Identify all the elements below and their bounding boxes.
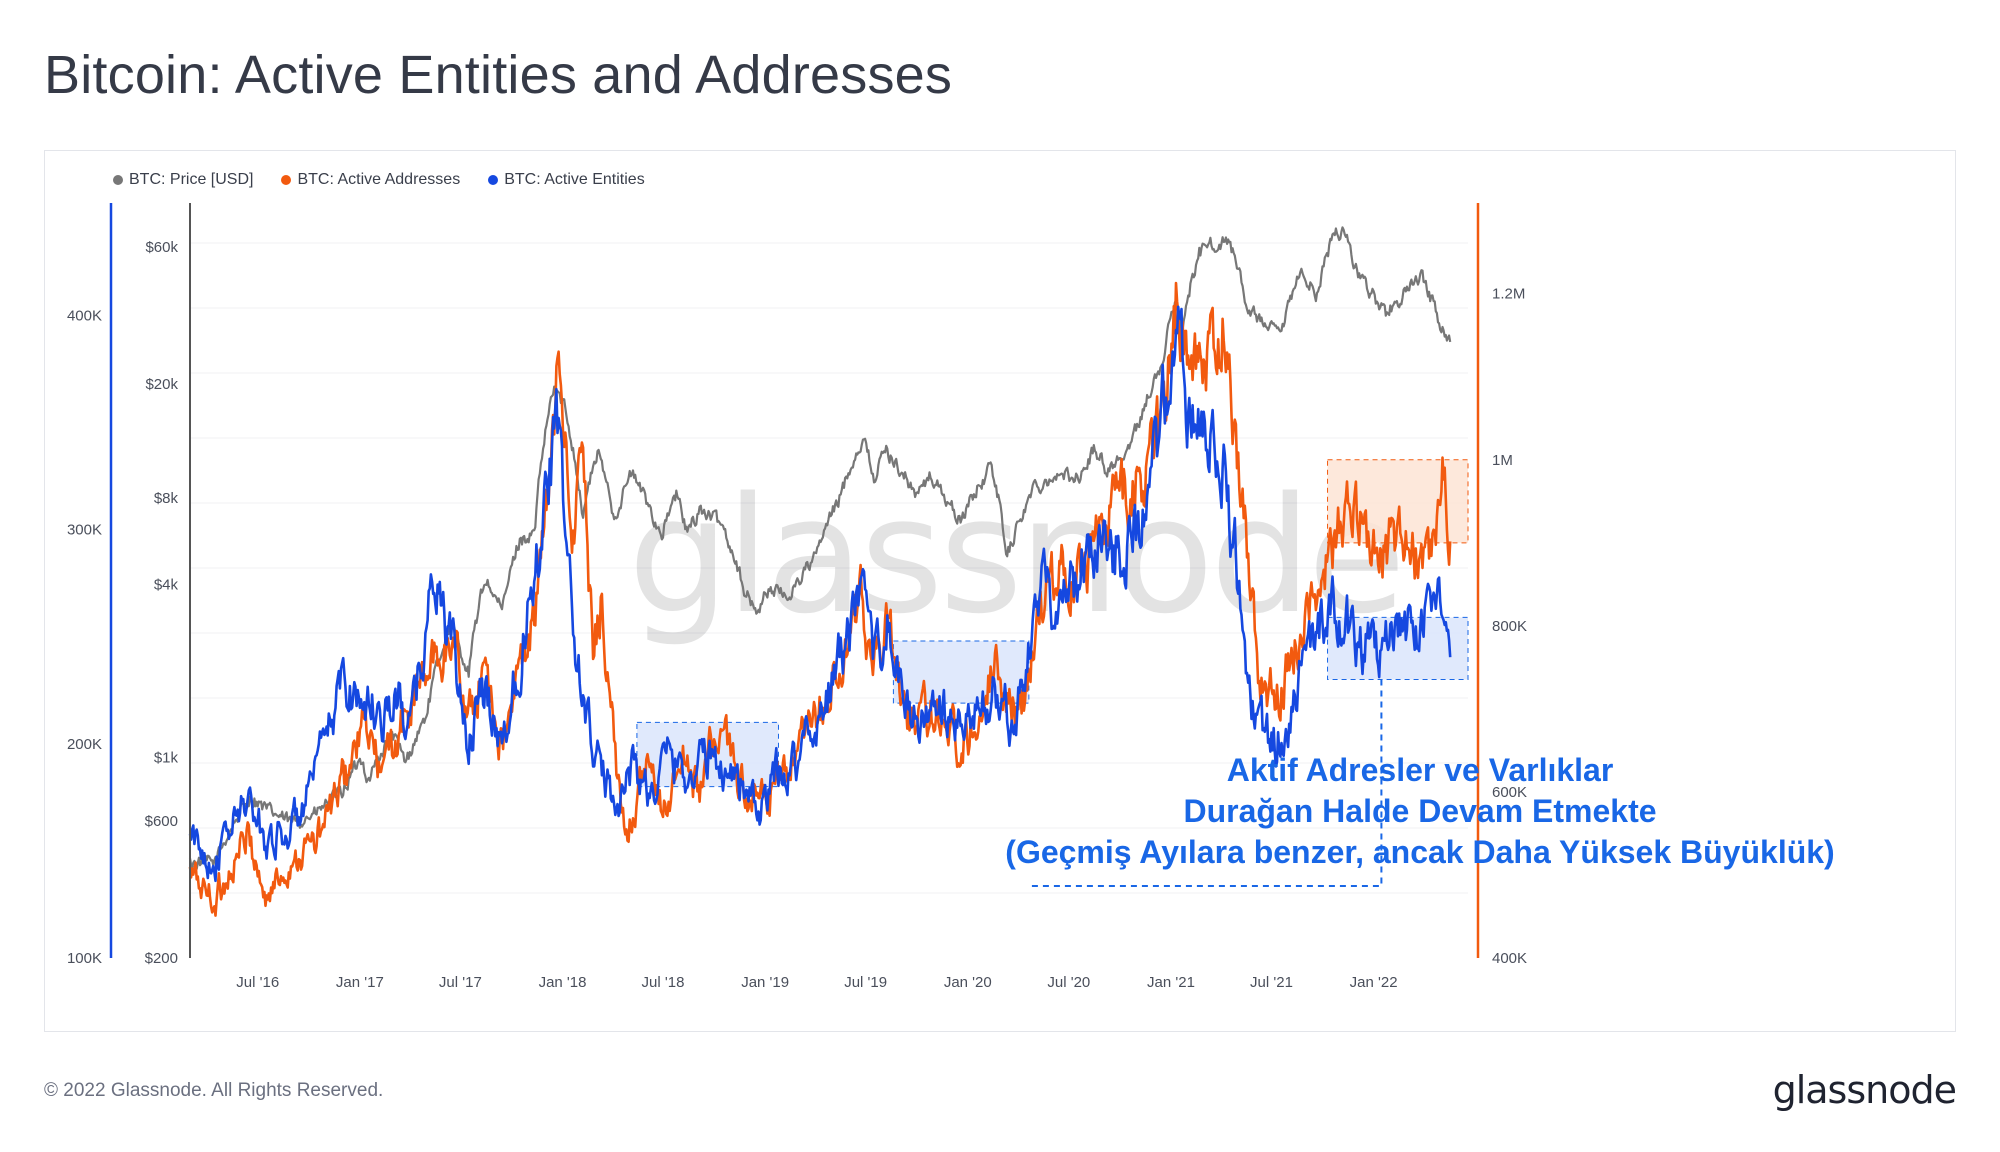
entities-tick-label: 100K bbox=[67, 950, 102, 967]
footer-logo[interactable]: glassnode bbox=[1772, 1068, 1957, 1112]
entities-tick-label: 200K bbox=[67, 736, 102, 753]
addresses-tick-label: 600K bbox=[1492, 784, 1527, 801]
entities-tick-label: 400K bbox=[67, 307, 102, 324]
annotation-line-2: Durağan Halde Devam Etmekte bbox=[1183, 793, 1657, 829]
axis-layer: $200 $600 $1k $4k $8k $20k $60k 100K 200K 300K 400… bbox=[67, 203, 1527, 991]
x-tick-label: Jul '18 bbox=[642, 974, 685, 991]
page-title: Bitcoin: Active Entities and Addresses bbox=[44, 45, 953, 105]
x-tick-label: Jul '21 bbox=[1250, 974, 1293, 991]
price-tick-label: $600 bbox=[145, 813, 178, 830]
price-tick-label: $1k bbox=[154, 749, 179, 766]
addresses-tick-label: 400K bbox=[1492, 950, 1527, 967]
entities-tick-label: 300K bbox=[67, 522, 102, 539]
addresses-tick-label: 1M bbox=[1492, 452, 1513, 469]
legend-item-entities[interactable]: BTC: Active Entities bbox=[488, 171, 645, 189]
price-tick-label: $200 bbox=[145, 950, 178, 967]
legend-dot-price bbox=[113, 175, 123, 185]
footer-copyright: © 2022 Glassnode. All Rights Reserved. bbox=[44, 1080, 384, 1101]
legend-label-entities: BTC: Active Entities bbox=[504, 171, 645, 188]
price-tick-label: $8k bbox=[154, 490, 179, 507]
legend-label-addresses: BTC: Active Addresses bbox=[297, 171, 461, 188]
annotation-line-1: Aktif Adresler ve Varlıklar bbox=[1226, 752, 1614, 788]
legend-dot-entities bbox=[488, 175, 499, 185]
legend-item-addresses[interactable]: BTC: Active Addresses bbox=[281, 171, 460, 189]
x-tick-label: Jul '16 bbox=[236, 974, 279, 991]
x-tick-label: Jan '20 bbox=[944, 974, 992, 991]
price-tick-label: $60k bbox=[145, 239, 178, 256]
series-line-entities bbox=[188, 305, 1452, 883]
x-tick-label: Jan '19 bbox=[741, 974, 789, 991]
price-tick-label: $4k bbox=[154, 576, 179, 593]
series-layer bbox=[188, 226, 1452, 917]
x-tick-label: Jan '17 bbox=[336, 974, 384, 991]
x-tick-label: Jan '18 bbox=[539, 974, 587, 991]
x-tick-label: Jul '19 bbox=[844, 974, 887, 991]
annotation-line-3: (Geçmiş Ayılara benzer, ancak Daha Yükse… bbox=[1005, 834, 1835, 870]
chart-plot: glassnode $200 $600 $1k $4k $8k $20k $60k 100K 2… bbox=[67, 203, 1527, 991]
chart-legend: BTC: Price [USD] BTC: Active Addresses B… bbox=[113, 171, 645, 189]
legend-label-price: BTC: Price [USD] bbox=[129, 171, 254, 188]
watermark-text: glassnode bbox=[628, 462, 1402, 649]
legend-dot-addresses bbox=[281, 175, 292, 185]
price-tick-label: $20k bbox=[145, 376, 178, 393]
x-tick-label: Jan '21 bbox=[1147, 974, 1195, 991]
x-tick-label: Jul '20 bbox=[1047, 974, 1090, 991]
legend-item-price[interactable]: BTC: Price [USD] bbox=[113, 171, 253, 189]
annotation-connector-layer bbox=[1030, 679, 1383, 887]
chart-panel: BTC: Price [USD] BTC: Active Addresses B… bbox=[44, 150, 1956, 1032]
annotation-connector bbox=[1030, 679, 1383, 887]
addresses-tick-label: 1.2M bbox=[1492, 286, 1525, 303]
annotation-text: Aktif Adresler ve Varlıklar Durağan Hald… bbox=[960, 750, 1880, 873]
x-tick-label: Jul '17 bbox=[439, 974, 482, 991]
series-line-price bbox=[188, 226, 1452, 870]
x-tick-label: Jan '22 bbox=[1350, 974, 1398, 991]
grid-layer bbox=[190, 242, 1468, 894]
addresses-tick-label: 800K bbox=[1492, 618, 1527, 635]
